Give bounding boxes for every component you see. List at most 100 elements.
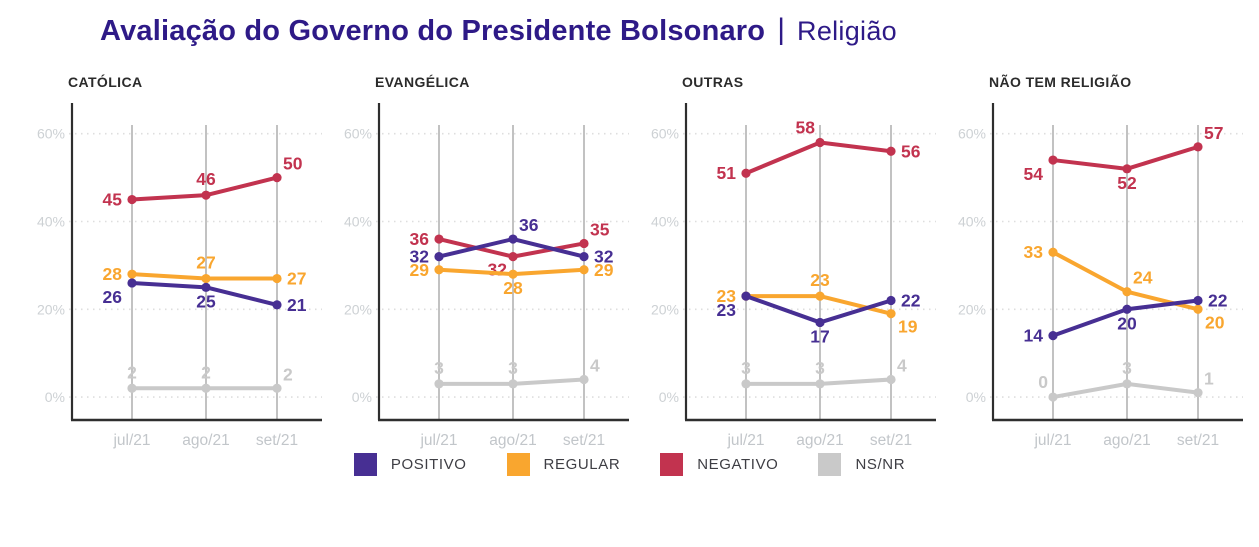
svg-text:40%: 40%	[344, 214, 372, 230]
svg-text:54: 54	[1024, 164, 1044, 184]
svg-text:46: 46	[196, 169, 216, 189]
page-header: Avaliação do Governo do Presidente Bolso…	[0, 13, 1259, 48]
legend-swatch-negativo	[660, 453, 684, 476]
legend-swatch-regular	[506, 453, 530, 476]
svg-text:17: 17	[810, 326, 829, 346]
svg-text:24: 24	[1133, 268, 1153, 288]
svg-text:3: 3	[434, 358, 444, 378]
legend-item-positivo: POSITIVO	[353, 453, 467, 476]
svg-text:40%: 40%	[37, 214, 65, 230]
svg-text:58: 58	[796, 118, 816, 138]
svg-text:0: 0	[1038, 372, 1048, 392]
svg-text:20: 20	[1205, 312, 1225, 332]
legend-item-negativo: NEGATIVO	[660, 453, 778, 476]
svg-text:jul/21: jul/21	[112, 432, 150, 449]
svg-text:0%: 0%	[352, 389, 372, 405]
svg-text:ago/21: ago/21	[1103, 432, 1150, 449]
legend-swatch-nsnr	[818, 453, 842, 476]
chart-panel-title-nao-tem-religiao: NÃO TEM RELIGIÃO	[989, 74, 1132, 90]
chart-panel-nao-tem-religiao: NÃO TEM RELIGIÃO 0% 20% 40% 60% jul/21 ago/21…	[949, 74, 1247, 451]
svg-text:20%: 20%	[344, 301, 372, 317]
chart-panel-title-outras: OUTRAS	[682, 74, 744, 90]
chart-panel-catolica: CATÓLICA 0% 20% 40% 60% jul/21 ago/21 set/21 2 2…	[28, 74, 326, 451]
svg-text:20%: 20%	[651, 301, 679, 317]
chart-panel-outras: OUTRAS 0% 20% 40% 60% jul/21 ago/21 set/21 3 3 4 5…	[642, 74, 940, 451]
svg-text:27: 27	[196, 253, 215, 273]
svg-text:4: 4	[590, 356, 600, 376]
title-separator: |	[777, 13, 786, 46]
svg-text:33: 33	[1024, 242, 1044, 262]
page-title: Avaliação do Governo do Presidente Bolso…	[100, 13, 1259, 48]
svg-text:28: 28	[503, 278, 523, 298]
svg-text:21: 21	[287, 295, 307, 315]
svg-text:3: 3	[741, 358, 751, 378]
svg-text:0%: 0%	[659, 389, 679, 405]
svg-text:set/21: set/21	[256, 432, 298, 449]
svg-text:60%: 60%	[958, 126, 986, 142]
charts-row: CATÓLICA 0% 20% 40% 60% jul/21 ago/21 set/21 2 2…	[0, 74, 1259, 451]
svg-text:22: 22	[901, 291, 921, 311]
svg-text:36: 36	[519, 215, 539, 235]
title-main: Avaliação do Governo do Presidente Bolso…	[100, 15, 766, 47]
svg-text:40%: 40%	[651, 214, 679, 230]
svg-text:3: 3	[1122, 358, 1132, 378]
svg-text:2: 2	[127, 362, 137, 382]
legend-item-regular: REGULAR	[506, 453, 621, 476]
svg-text:32: 32	[410, 247, 430, 267]
svg-text:50: 50	[283, 154, 303, 174]
legend-label-nsnr: NS/NR	[855, 456, 906, 473]
svg-text:set/21: set/21	[563, 432, 605, 449]
legend-swatch-positivo	[353, 453, 377, 476]
svg-text:20: 20	[1117, 313, 1137, 333]
legend-label-positivo: POSITIVO	[390, 456, 467, 473]
svg-text:60%: 60%	[37, 126, 65, 142]
svg-text:32: 32	[488, 260, 508, 280]
svg-text:52: 52	[1117, 173, 1137, 193]
svg-text:0%: 0%	[966, 389, 986, 405]
svg-text:20%: 20%	[958, 301, 986, 317]
legend-label-negativo: NEGATIVO	[697, 456, 779, 473]
title-highlight: Religião	[797, 16, 897, 46]
svg-text:57: 57	[1204, 123, 1223, 143]
svg-text:51: 51	[717, 163, 737, 183]
svg-text:29: 29	[410, 260, 430, 280]
svg-text:40%: 40%	[958, 214, 986, 230]
svg-text:3: 3	[815, 358, 825, 378]
line-chart-outras: 0% 20% 40% 60% jul/21 ago/21 set/21 3 3 4 51 58 56 23…	[651, 103, 936, 449]
svg-text:4: 4	[897, 356, 907, 376]
svg-text:0%: 0%	[45, 389, 65, 405]
svg-text:set/21: set/21	[1177, 432, 1219, 449]
svg-text:29: 29	[594, 260, 614, 280]
svg-text:14: 14	[1024, 326, 1044, 346]
svg-text:1: 1	[1204, 369, 1214, 389]
svg-text:set/21: set/21	[870, 432, 912, 449]
svg-text:3: 3	[508, 358, 518, 378]
svg-text:60%: 60%	[651, 126, 679, 142]
svg-text:2: 2	[283, 364, 293, 384]
chart-panel-title-catolica: CATÓLICA	[68, 74, 143, 90]
svg-text:19: 19	[898, 317, 918, 337]
svg-text:23: 23	[810, 270, 830, 290]
line-chart-nao-tem-religiao: 0% 20% 40% 60% jul/21 ago/21 set/21 0 3 1 54 52 57 33…	[958, 103, 1243, 449]
svg-text:25: 25	[196, 291, 216, 311]
svg-text:23: 23	[717, 300, 737, 320]
svg-text:jul/21: jul/21	[419, 432, 457, 449]
svg-text:ago/21: ago/21	[796, 432, 843, 449]
svg-text:ago/21: ago/21	[489, 432, 536, 449]
line-chart-evangelica: 0%20%40%60%jul/21 ago/21 set/213 3 436323529…	[344, 103, 629, 449]
svg-text:26: 26	[103, 287, 123, 307]
chart-panel-title-evangelica: EVANGÉLICA	[375, 74, 470, 90]
legend: POSITIVO REGULAR NEGATIVO NS/NR	[0, 453, 1259, 476]
svg-text:2: 2	[201, 362, 211, 382]
svg-text:jul/21: jul/21	[1033, 432, 1071, 449]
legend-item-nsnr: NS/NR	[818, 453, 905, 476]
svg-text:60%: 60%	[344, 126, 372, 142]
svg-text:jul/21: jul/21	[726, 432, 764, 449]
svg-text:ago/21: ago/21	[182, 432, 229, 449]
chart-panel-evangelica: EVANGÉLICA 0% 20% 40% 60% jul/21 ago/21 set/21…	[335, 74, 633, 451]
svg-text:36: 36	[410, 229, 430, 249]
svg-text:45: 45	[103, 190, 123, 210]
svg-text:20%: 20%	[37, 301, 65, 317]
svg-text:56: 56	[901, 141, 921, 161]
